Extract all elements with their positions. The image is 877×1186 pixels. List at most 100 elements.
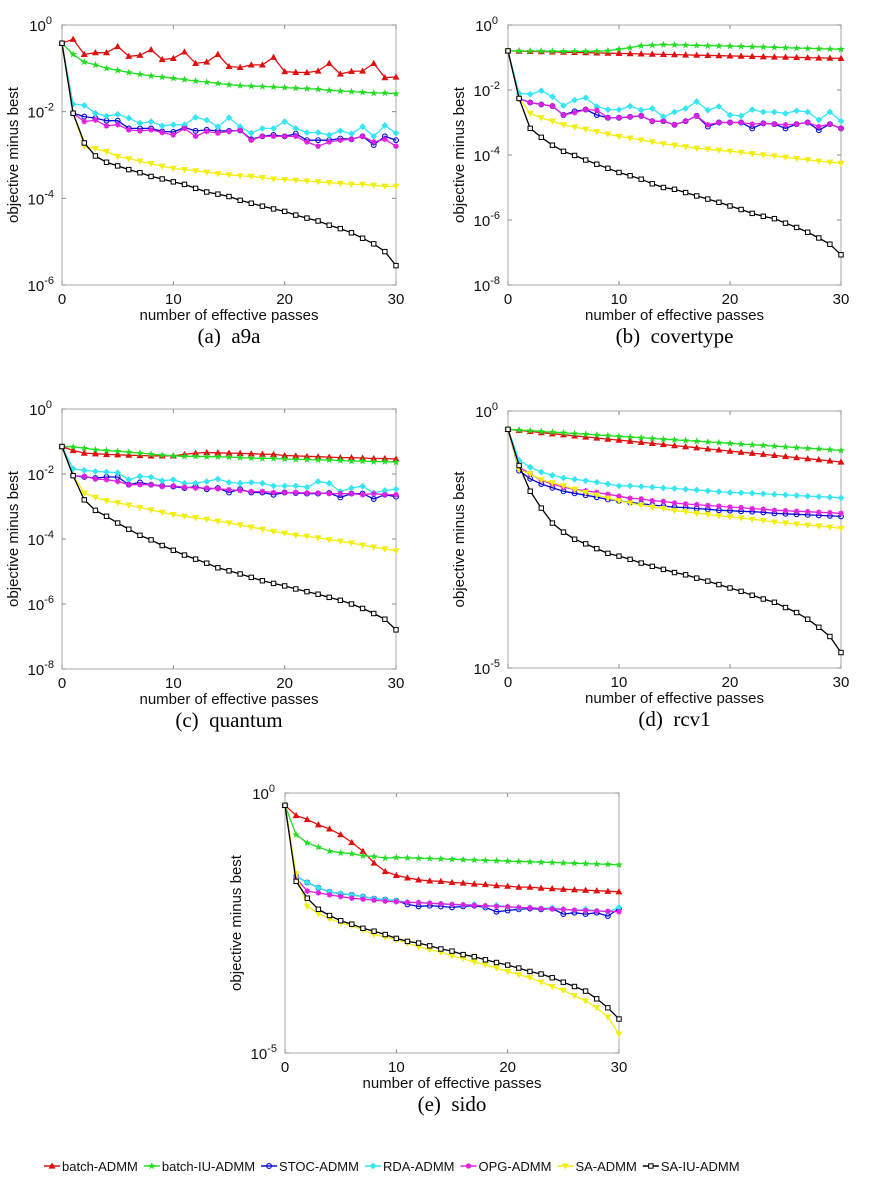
sa-admm-point [593,1005,601,1012]
batch-admm-point [626,49,634,57]
batch-admm-point [303,815,311,823]
opg-admm-point [181,484,188,491]
opg-admm-point [705,502,711,509]
sa-iu-admm-point [70,110,76,116]
sa-admm-point [258,526,266,533]
rda-admm-point [80,101,88,109]
sa-iu-admm-point [259,203,266,209]
batch-iu-admm-point [781,43,790,51]
rda-admm-point [648,105,656,112]
batch-admm-point [748,449,756,456]
sa-iu-admm-point [738,206,744,213]
batch-admm-point [826,457,834,464]
rda-admm-point [626,102,634,110]
batch-iu-admm-point [781,442,790,451]
batch-admm-point [325,59,333,67]
opg-admm-point [237,487,243,494]
batch-iu-admm-point [147,450,155,458]
legend-item-sa-iu-admm: SA-IU-ADMM [642,1159,740,1174]
opg-admm-point [594,489,600,496]
sa-admm-point [748,516,756,523]
sa-admm-point [370,182,378,189]
opg-admm-point [693,501,700,508]
rda-admm-point [136,119,144,127]
batch-iu-admm-point [347,457,356,465]
opg-admm-point [371,897,377,903]
series-sa-iu-admm [282,802,622,1022]
sa-admm-point [671,142,678,149]
batch-admm-point [537,884,545,891]
batch-iu-admm-point [570,859,579,867]
subplot-caption: (c) quantum [175,708,282,732]
sa-admm-point [325,537,333,544]
sa-admm-point [504,968,512,976]
sa-iu-admm-point [371,610,377,617]
sa-iu-admm-point [560,529,567,535]
opg-admm-point [382,898,388,905]
opg-admm-point [616,114,622,121]
batch-iu-admm-point [191,77,200,85]
rda-admm-point [359,123,366,131]
opg-admm-point [326,892,333,898]
batch-iu-admm-point [548,47,557,55]
legend-item-sa-admm: SA-ADMM [557,1159,637,1174]
opg-admm-point [727,119,733,126]
opg-admm-point [793,121,800,127]
legend-marker-icon [48,1162,56,1169]
sa-iu-admm-point [103,159,110,165]
series-sa-admm [504,48,845,168]
sa-admm-point [359,181,367,188]
opg-admm-point [137,481,143,488]
opg-admm-point [749,505,755,512]
batch-admm-point [392,73,400,80]
opg-admm-point [516,904,522,911]
batch-admm-point [715,52,723,59]
rda-admm-point [281,482,289,490]
legend: batch-ADMM batch-IU-ADMM STOC-ADMM RDA-ADMM… [44,1159,740,1174]
series-opg-admm [282,802,622,915]
sa-iu-admm-point [181,552,188,558]
opg-admm-point [315,490,321,496]
legend-item-batch-admm: batch-ADMM [44,1159,138,1174]
batch-iu-admm-point [604,431,612,439]
rda-admm-point [560,102,567,110]
sa-iu-admm-point [215,191,221,197]
batch-admm-point [258,61,266,68]
sa-admm-point [793,155,801,163]
batch-admm-point [448,878,456,886]
legend-item-batch-iu-admm: batch-IU-ADMM [143,1159,255,1174]
batch-iu-admm-point [214,452,222,460]
legend-marker-icon [148,1162,156,1170]
sa-iu-admm-point [371,241,377,247]
rda-admm-point [292,125,300,132]
sa-iu-admm-point [393,627,399,633]
sa-iu-admm-point [126,526,132,532]
batch-admm-point [682,443,690,450]
batch-iu-admm-point [91,445,100,453]
sa-iu-admm-point [571,536,578,542]
x-tick-label: 30 [611,1059,628,1076]
sa-iu-admm-point [70,472,76,479]
batch-iu-admm-point [581,859,590,867]
sa-iu-admm-point [137,170,143,176]
batch-iu-admm-point [570,429,579,437]
opg-admm-point [649,118,656,124]
sa-admm-point [114,500,122,507]
sa-admm-point [493,965,501,972]
sa-admm-point [804,157,812,164]
opg-admm-point [148,481,154,488]
batch-admm-point [69,446,77,454]
opg-admm-point [137,128,143,134]
batch-iu-admm-point [770,43,779,51]
opg-admm-point [627,495,633,502]
subplot-caption: (a) a9a [198,324,262,348]
batch-iu-admm-point [225,80,233,88]
opg-admm-point [315,143,321,149]
sa-admm-point [303,178,311,185]
series-sa-admm [58,443,400,555]
sa-iu-admm-point [137,532,143,538]
sa-admm-point [236,522,244,529]
sa-admm-point [604,131,612,138]
rda-admm-point [682,485,689,493]
sa-admm-point [247,173,255,181]
